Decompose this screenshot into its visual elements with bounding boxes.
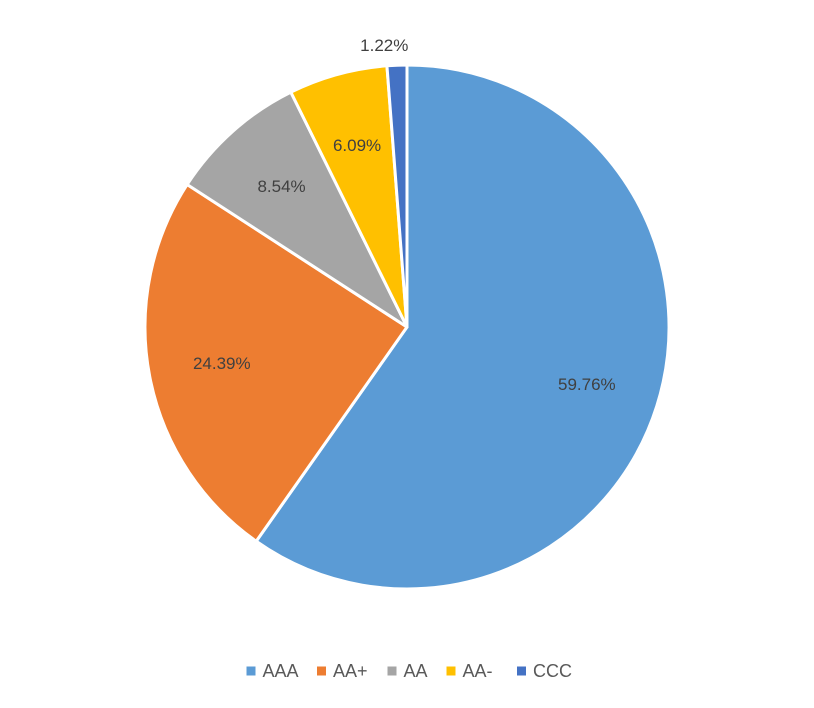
legend-item-aa-plus: AA+ [317, 661, 368, 681]
legend: AAA AA+ AA AA- CCC [246, 661, 572, 681]
legend-item-ccc: CCC [517, 661, 572, 681]
pie-slice-aa-plus [143, 183, 409, 543]
data-label-aa-plus: 24.39% [193, 354, 251, 373]
legend-item-aa: AA [387, 661, 428, 681]
legend-label: AA [404, 661, 428, 681]
pie-slice-ccc [385, 63, 409, 329]
pie-slices [143, 63, 671, 591]
data-label-aa-minus: 6.09% [333, 136, 381, 155]
legend-swatch [517, 666, 526, 676]
legend-item-aaa: AAA [246, 661, 299, 681]
legend-swatch [317, 666, 326, 676]
legend-label: AAA [263, 661, 299, 681]
legend-swatch [446, 666, 456, 676]
legend-swatch [387, 666, 397, 676]
pie-slice-aaa [254, 63, 671, 591]
data-label-aaa: 59.76% [558, 375, 616, 394]
legend-label: AA+ [333, 661, 368, 681]
data-label-ccc: 1.22% [360, 36, 408, 55]
legend-item-aa-minus: AA- [446, 661, 493, 681]
pie-data-labels: 59.76% 24.39% 8.54% 6.09% 1.22% [193, 36, 616, 394]
legend-label: CCC [533, 661, 572, 681]
legend-swatch [246, 666, 256, 676]
pie-slice-aa [185, 90, 409, 329]
legend-label: AA- [463, 661, 493, 681]
data-label-aa: 8.54% [257, 177, 305, 196]
